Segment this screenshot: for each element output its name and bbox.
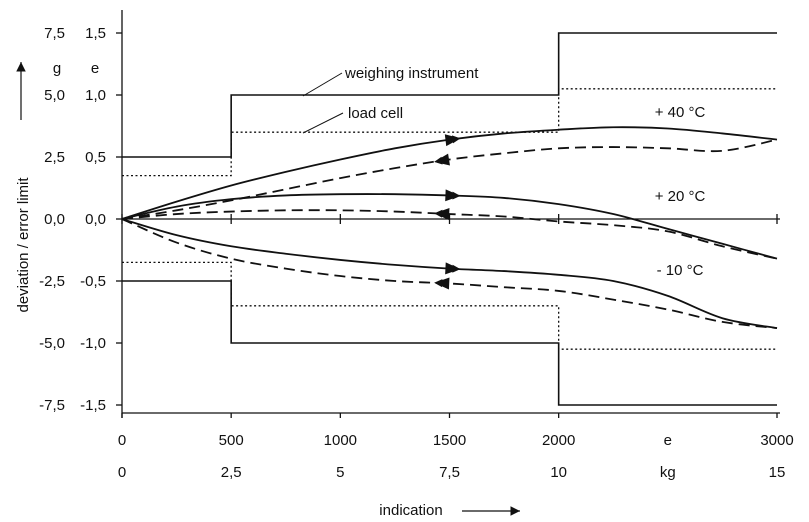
load-cell-limit-line: [122, 88, 777, 177]
y-tick-label-g: -2,5: [39, 273, 65, 290]
x-tick-label-e: 1500: [433, 432, 466, 449]
y-tick-label-e: -1,0: [80, 335, 106, 352]
arrowhead-20-C-increasing: [445, 189, 461, 202]
y-tick-label-g: 5,0: [44, 87, 65, 104]
y-tick-label-g: -7,5: [39, 397, 65, 414]
curve-40-C-decreasing: [121, 138, 778, 220]
x-tick-label-e: 3000: [760, 432, 793, 449]
x-tick-label-kg: 10: [550, 464, 567, 481]
series-label-20-C: + 20 °C: [655, 188, 706, 205]
arrowhead-40-C-decreasing: [434, 153, 450, 166]
x-tick-label-kg: 0: [118, 464, 126, 481]
x-tick-label-e: 0: [118, 432, 126, 449]
x-unit-kg: kg: [660, 464, 676, 481]
labels: + 40 °C + 20 °C - 10 °C weighing instrument…: [302, 65, 706, 279]
annotation-load-cell: load cell: [348, 105, 403, 122]
y-tick-label-e: 1,0: [85, 87, 106, 104]
y-tick-label-g: 7,5: [44, 25, 65, 42]
y-tick-label-e: -0,5: [80, 273, 106, 290]
x-axis-label: indication: [379, 502, 442, 519]
leader-weighing-instrument: [302, 72, 343, 97]
arrowhead-40-C-increasing: [444, 134, 461, 147]
leader-load-cell: [302, 112, 344, 134]
instrument-limit-line: [122, 280, 777, 406]
x-tick-label-e: 1000: [324, 432, 357, 449]
x-tick-label-kg: 7,5: [439, 464, 460, 481]
y-tick-label-g: 0,0: [44, 211, 65, 228]
curve-20-C-decreasing: [121, 209, 778, 260]
y-tick-label-g: -5,0: [39, 335, 65, 352]
y-tick-label-e: 0,5: [85, 149, 106, 166]
annotation-weighing-instrument: weighing instrument: [344, 65, 479, 82]
series-label-10-C: - 10 °C: [657, 262, 704, 279]
x-unit-e: e: [664, 432, 672, 449]
load-cell-limit-line: [122, 261, 777, 350]
series: [121, 126, 778, 330]
arrowhead-10-C-increasing: [445, 262, 461, 275]
y-tick-label-e: 0,0: [85, 211, 106, 228]
y-tick-label-e: 1,5: [85, 25, 106, 42]
y-tick-label-e: -1,5: [80, 397, 106, 414]
arrowhead-20-C-decreasing: [434, 208, 450, 221]
y-tick-label-g: 2,5: [44, 149, 65, 166]
error-limits: [122, 32, 777, 406]
x-tick-label-e: 2000: [542, 432, 575, 449]
x-tick-label-kg: 15: [769, 464, 786, 481]
instrument-limit-line: [122, 32, 777, 158]
y-axis-label: deviation / error limit: [15, 177, 32, 313]
y-unit-e: e: [91, 60, 99, 77]
x-tick-label-kg: 5: [336, 464, 344, 481]
axes: 7,5 1,5 5,0 1,0 2,5 0,5 0,0 0,0 -2,5 -0,5 -5,0 -1,0…: [15, 10, 794, 519]
arrowhead-10-C-decreasing: [434, 277, 450, 290]
x-tick-label-e: 500: [219, 432, 244, 449]
y-unit-g: g: [53, 60, 61, 77]
series-label-40-C: + 40 °C: [655, 104, 706, 121]
x-tick-label-kg: 2,5: [221, 464, 242, 481]
